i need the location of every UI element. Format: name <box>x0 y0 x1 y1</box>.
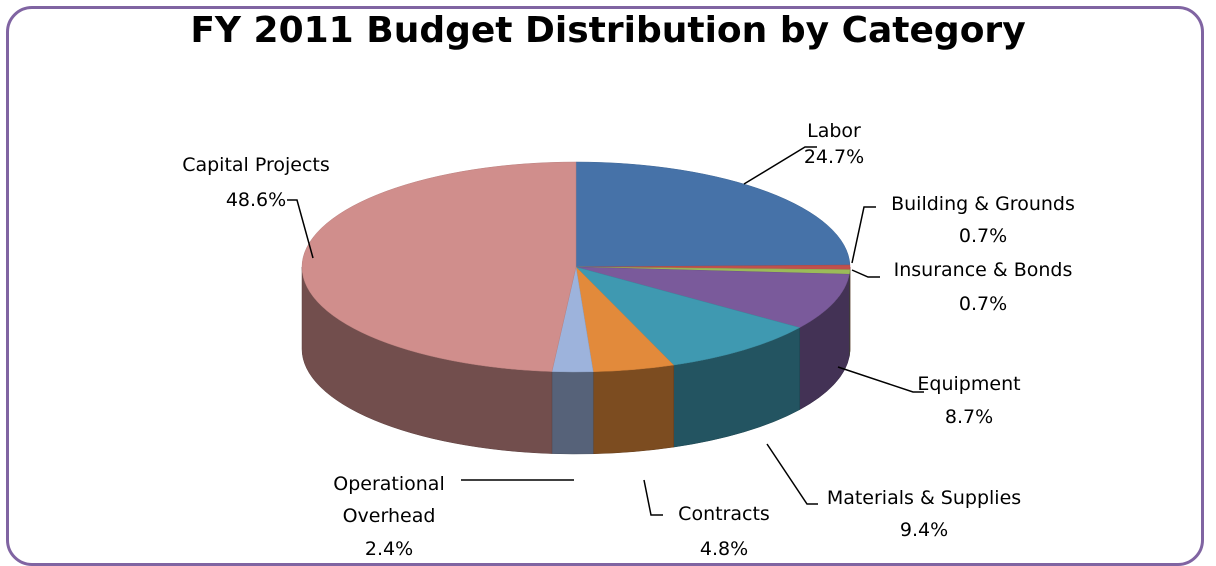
pie-top-faces <box>302 162 850 372</box>
pie-side-6 <box>552 372 593 454</box>
pie-side-5 <box>593 365 673 454</box>
slice-label-value-3: 8.7% <box>945 406 993 428</box>
slice-label-name-4: Materials & Supplies <box>827 487 1021 509</box>
slice-label-name-1: Building & Grounds <box>891 193 1075 215</box>
slice-label-name-5: Contracts <box>678 503 770 525</box>
slice-label-value-6: 2.4% <box>365 538 413 559</box>
slice-label-name-7: Capital Projects <box>182 154 330 176</box>
slice-label-value-4: 9.4% <box>900 519 948 541</box>
leader-line-4 <box>767 444 818 504</box>
leader-line-2 <box>852 270 880 277</box>
slice-label-value-0: 24.7% <box>804 146 864 168</box>
slice-label-name-6-a: Operational <box>333 473 444 495</box>
slice-label-value-5: 4.8% <box>700 538 748 559</box>
slice-label-value-1: 0.7% <box>959 225 1007 247</box>
slice-label-name-2: Insurance & Bonds <box>894 259 1073 281</box>
leader-line-1 <box>852 207 876 263</box>
leader-line-3 <box>838 367 924 392</box>
slice-label-value-2: 0.7% <box>959 293 1007 315</box>
slice-label-value-7: 48.6% <box>226 189 286 211</box>
slice-label-name-0: Labor <box>807 120 861 142</box>
leader-line-5 <box>644 480 663 515</box>
pie-slice-0 <box>576 162 850 267</box>
slice-label-name-6-b: Overhead <box>343 505 436 527</box>
slice-label-name-3: Equipment <box>917 373 1020 395</box>
